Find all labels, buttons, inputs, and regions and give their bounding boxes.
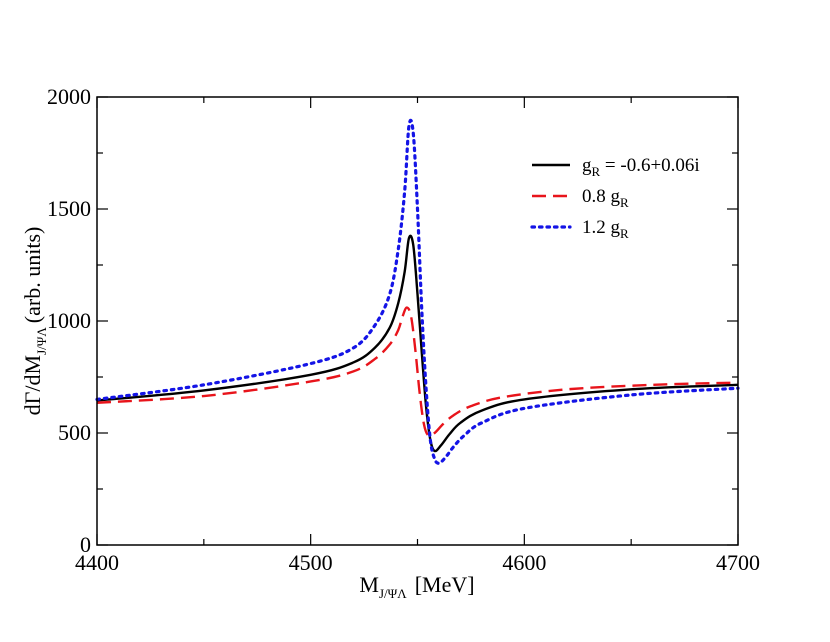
x-tick-label: 4600: [502, 550, 546, 575]
legend-label-3: 1.2 gR: [582, 217, 629, 241]
y-tick-label: 2000: [47, 84, 91, 109]
y-axis-title-unit: (arb. units): [20, 227, 45, 324]
series-line-3: [95, 118, 740, 465]
ticks-layer: 4400 4500 4600 4700 0 500 1000 1500 2000: [47, 84, 760, 575]
legend-label-rest: = -0.6+0.06i: [600, 155, 700, 176]
y-axis-title-subscript: J/ΨΛ: [34, 327, 49, 355]
legend-label-subscript: R: [620, 226, 629, 241]
legend-label-2: 0.8 gR: [582, 186, 629, 210]
x-tick-label: 4700: [716, 550, 760, 575]
x-axis-title-unit: [MeV]: [415, 572, 475, 597]
y-tick-label: 500: [58, 420, 91, 445]
x-axis-title-subscript: J/ΨΛ: [379, 586, 407, 601]
y-tick-label: 1500: [47, 196, 91, 221]
legend-label-main: 0.8 g: [582, 186, 621, 207]
x-tick-label: 4400: [75, 550, 119, 575]
legend-label-1: gR = -0.6+0.06i: [582, 155, 700, 179]
y-tick-label: 1000: [47, 308, 91, 333]
legend-label-main: 1.2 g: [582, 217, 621, 238]
legend-label-subscript: R: [620, 195, 629, 210]
y-tick-label: 0: [80, 532, 91, 557]
x-tick-label: 4500: [289, 550, 333, 575]
series-line-2: [96, 306, 739, 437]
legend-label-subscript: R: [592, 164, 601, 179]
legend-label-main: g: [582, 155, 592, 176]
y-axis-title-main: dΓ/dM: [20, 355, 45, 415]
y-axis-title: dΓ/dMJ/ΨΛ (arb. units): [20, 227, 49, 416]
series-layer: [95, 118, 740, 465]
series-line-1: [96, 234, 739, 453]
x-axis-title: MJ/ΨΛ [MeV]: [359, 572, 474, 601]
x-axis-title-main: M: [359, 572, 379, 597]
